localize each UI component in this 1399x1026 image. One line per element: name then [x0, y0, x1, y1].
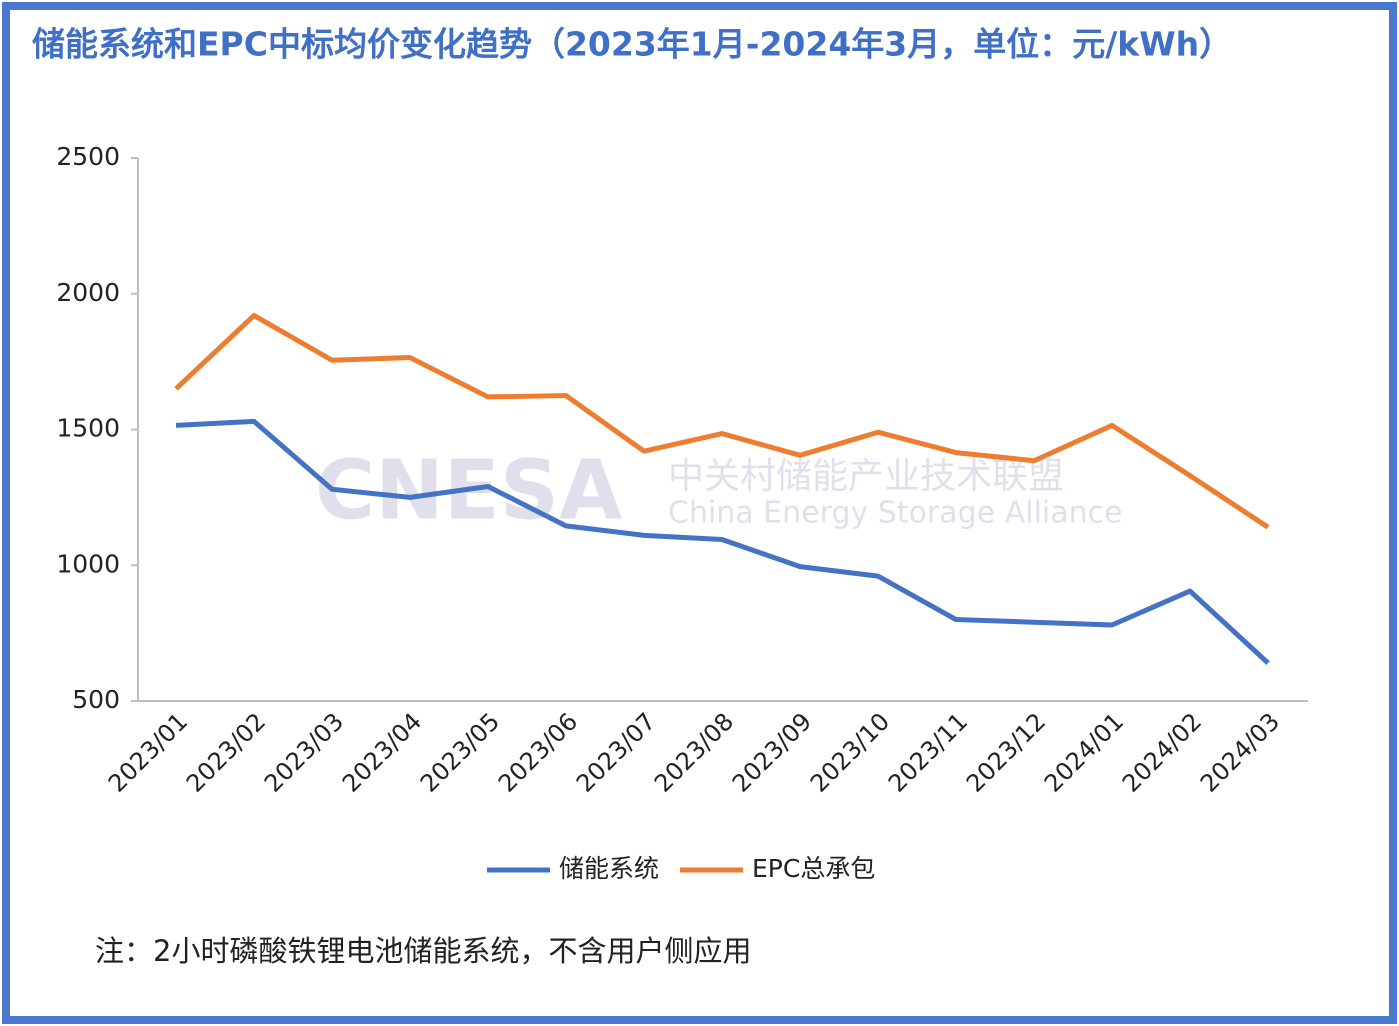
note: 注：2小时磷酸铁锂电池储能系统，不含用户侧应用 — [95, 934, 751, 968]
chart-title: 储能系统和EPC中标均价变化趋势（2023年1月-2024年3月，单位：元/kW… — [32, 25, 1232, 64]
y-tick-label: 1000 — [56, 549, 120, 578]
y-tick-label: 2500 — [56, 142, 120, 171]
watermark-en: China Energy Storage Alliance — [668, 496, 1123, 531]
series-line — [175, 418, 1270, 665]
y-tick-label: 500 — [72, 685, 120, 714]
y-tick-label: 1500 — [56, 414, 120, 443]
legend-label: EPC总承包 — [752, 854, 875, 883]
series-line — [174, 312, 1270, 530]
y-tick-label: 2000 — [56, 278, 120, 307]
legend-label: 储能系统 — [559, 854, 659, 883]
watermark: CNESA 中关村储能产业技术联盟 China Energy Storage A… — [315, 443, 1123, 538]
watermark-cn: 中关村储能产业技术联盟 — [668, 456, 1064, 497]
